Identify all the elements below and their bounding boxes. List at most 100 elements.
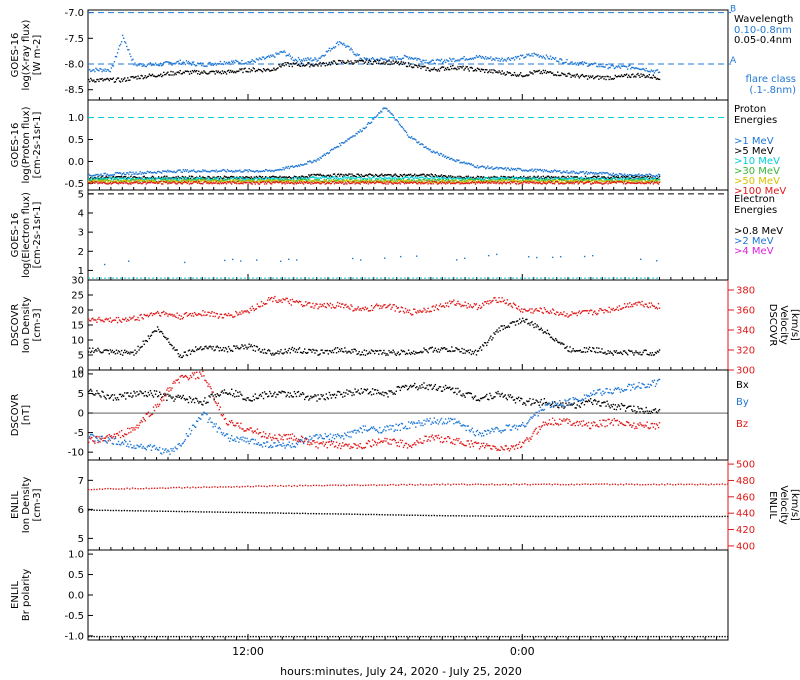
data-point [107, 181, 109, 183]
data-point [581, 73, 584, 76]
data-point [266, 68, 269, 70]
data-point [274, 56, 276, 58]
data-point [524, 170, 526, 172]
data-point [238, 70, 240, 72]
data-point [315, 179, 317, 181]
data-point [150, 172, 153, 174]
data-point [405, 182, 408, 185]
data-point [590, 176, 593, 179]
data-point [566, 180, 568, 182]
data-point [354, 179, 356, 181]
data-point [450, 58, 452, 61]
data-point [190, 64, 193, 66]
data-point [408, 179, 411, 182]
data-point [376, 174, 378, 177]
data-point [237, 170, 239, 172]
data-point [495, 177, 497, 179]
data-point [238, 182, 240, 185]
data-point [423, 65, 425, 68]
y-tick-label: 20 [71, 306, 84, 317]
data-point [374, 179, 377, 181]
data-point [456, 180, 458, 182]
data-point [103, 349, 105, 352]
data-point [181, 183, 183, 185]
data-point [243, 347, 245, 350]
data-point [656, 175, 659, 177]
data-point [598, 179, 600, 182]
data-point [452, 58, 454, 60]
data-point [185, 170, 188, 172]
data-point [212, 345, 214, 348]
data-point [534, 53, 536, 55]
data-point [380, 63, 382, 65]
data-point [206, 170, 208, 173]
data-point [540, 176, 542, 178]
data-point [528, 74, 530, 76]
data-point [180, 177, 182, 180]
data-point [124, 349, 126, 352]
data-point [230, 177, 233, 180]
data-point [114, 172, 117, 174]
data-point [96, 350, 98, 352]
data-point [442, 180, 445, 182]
data-point [466, 59, 468, 61]
data-point [185, 60, 188, 62]
data-point [631, 175, 633, 178]
data-point [603, 171, 605, 174]
data-point [460, 179, 462, 182]
data-point [444, 61, 447, 64]
data-point [438, 59, 441, 61]
data-point [113, 351, 116, 353]
data-point [505, 181, 507, 184]
data-point [642, 67, 644, 70]
data-point [528, 178, 530, 181]
data-point [301, 65, 304, 67]
data-point [464, 67, 466, 70]
data-point [313, 176, 315, 178]
data-point [477, 178, 480, 180]
data-point [259, 351, 262, 353]
data-point [579, 61, 582, 64]
data-point [396, 62, 398, 64]
data-point [258, 175, 261, 177]
y-tick-label: 0.0 [68, 157, 84, 168]
data-point [171, 171, 173, 173]
data-point [546, 175, 549, 178]
data-point [210, 178, 212, 181]
data-point [253, 179, 255, 181]
data-point [243, 178, 245, 180]
data-point [512, 181, 515, 183]
data-point [650, 177, 653, 180]
data-point [477, 68, 480, 70]
data-point [535, 181, 537, 184]
data-point [196, 181, 198, 184]
data-point [330, 179, 333, 182]
data-point [91, 176, 93, 179]
data-point [474, 57, 477, 59]
data-point [549, 179, 552, 182]
data-point [532, 177, 534, 179]
data-point [457, 175, 459, 178]
data-point [652, 183, 655, 185]
data-point [290, 63, 293, 65]
data-point [429, 61, 431, 63]
data-point [332, 176, 335, 178]
data-point [515, 57, 518, 59]
data-point [218, 63, 221, 65]
data-point [208, 346, 210, 348]
data-point [225, 348, 228, 350]
data-point [633, 76, 635, 78]
data-point [573, 179, 575, 181]
data-point [444, 181, 447, 184]
data-point [221, 182, 224, 184]
data-point [392, 58, 394, 60]
data-point [268, 55, 270, 57]
data-point [605, 177, 607, 180]
data-point [327, 49, 330, 52]
data-point [545, 178, 548, 181]
data-point [381, 182, 383, 184]
data-point [112, 175, 115, 178]
data-point [206, 180, 208, 182]
data-point [391, 175, 393, 178]
data-point [139, 180, 141, 182]
